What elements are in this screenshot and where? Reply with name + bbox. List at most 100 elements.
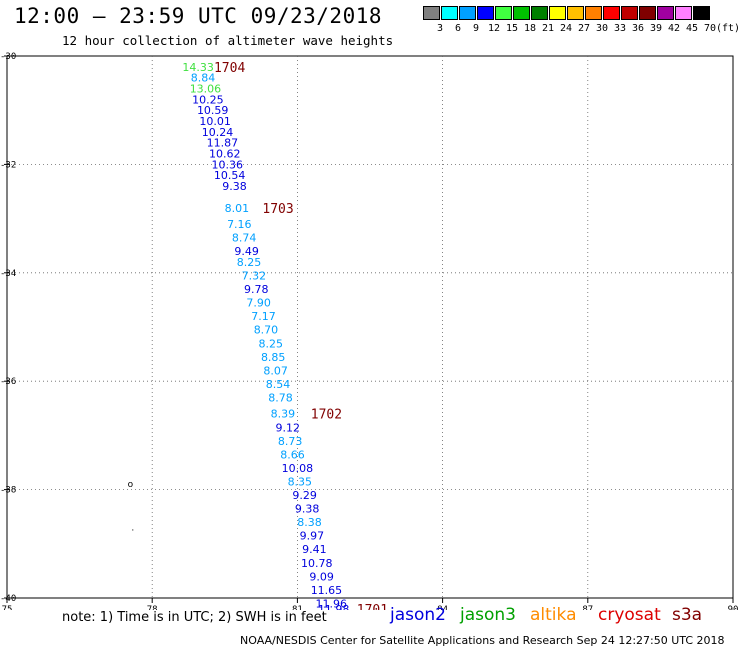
legend-swatch-label: 21 [541,23,555,34]
land-marker: o [128,480,134,490]
pass-number-label: 1702 [311,408,342,423]
legend-swatch [693,6,710,20]
footer-note: note: 1) Time is in UTC; 2) SWH is in fe… [62,610,327,625]
wave-height-point: 9.78 [244,283,269,296]
wave-height-point: 8.07 [263,364,288,377]
y-tick-label: -36 [0,377,16,387]
wave-height-point: 10.54 [214,169,246,182]
wave-height-point: 10.24 [202,126,234,139]
y-tick-label: -32 [0,160,16,170]
wave-height-point: 10.36 [211,158,243,171]
legend-swatch-label: 24 [559,23,573,34]
legend-swatch-label: 39 [649,23,663,34]
legend-swatch [603,6,620,20]
wave-height-point: 8.84 [191,72,216,85]
legend-swatch [657,6,674,20]
wave-height-point: 10.08 [282,462,314,475]
legend-swatch [675,6,692,20]
wave-height-point: 11.98 [318,603,350,610]
wave-height-point: 8.70 [254,324,279,337]
wave-height-point: 7.90 [246,297,271,310]
wave-height-point: 8.25 [237,256,262,269]
wave-height-point: 10.78 [301,557,333,570]
wave-height-point: 8.73 [278,435,303,448]
legend-swatch [459,6,476,20]
legend-swatch [495,6,512,20]
wave-height-point: 8.01 [225,202,250,215]
wave-height-point: 10.59 [197,104,229,117]
legend-swatch-label: 30 [595,23,609,34]
wave-height-point: 11.87 [207,137,239,150]
satellite-label-s3a: s3a [672,605,703,625]
wave-height-point: 7.17 [251,310,276,323]
legend-swatch [531,6,548,20]
satellite-label-jason3: jason3 [460,605,516,625]
wave-height-point: 9.09 [309,570,334,583]
wave-height-point: 9.49 [234,245,259,258]
wave-height-point: 8.78 [268,391,293,404]
y-tick-label: -30 [0,52,16,62]
wave-height-point: 10.62 [209,148,241,161]
wave-height-point: 9.41 [302,543,327,556]
x-tick-label: 90 [728,605,739,610]
chart-subtitle: 12 hour collection of altimeter wave hei… [62,33,394,48]
satellite-label-altika: altika [530,605,577,625]
wave-height-point: 9.12 [275,421,300,434]
satellite-label-cryosat: cryosat [598,605,661,625]
x-tick-label: 78 [147,605,158,610]
satellite-label-jason2: jason2 [390,605,446,625]
x-tick-label: 81 [292,605,303,610]
legend-swatch-label: 70 [703,23,717,34]
pass-number-label: 1701 [357,603,388,610]
footer-credit: NOAA/NESDIS Center for Satellite Applica… [240,634,725,647]
chart-title: 12:00 – 23:59 UTC 09/23/2018 [14,4,383,28]
legend-swatch [423,6,440,20]
wave-height-point: 10.01 [199,115,231,128]
wave-height-point: 14.33 [182,61,214,74]
pass-number-label: 1703 [262,202,293,217]
wave-height-point: 8.74 [232,232,257,245]
legend-swatch-label: 45 [685,23,699,34]
legend-swatch-label: 6 [454,23,462,34]
x-tick-label: 75 [2,605,13,610]
legend-swatch [549,6,566,20]
wave-height-point: 8.66 [280,448,305,461]
legend-swatch-label: 42 [667,23,681,34]
wave-height-point: 8.54 [266,378,291,391]
x-tick-label: 84 [437,605,448,610]
wave-height-point: 8.39 [271,408,296,421]
legend-swatch [513,6,530,20]
wave-height-point: 8.35 [288,475,313,488]
legend-swatch [639,6,656,20]
wave-height-point: 9.38 [222,180,247,193]
legend-swatch [621,6,638,20]
wave-height-point: 8.25 [259,337,284,350]
legend-swatch-label: 36 [631,23,645,34]
y-tick-label: -40 [0,594,16,604]
wave-height-point: 9.29 [292,489,317,502]
legend-swatch [441,6,458,20]
wave-height-point: 11.96 [316,597,348,610]
legend-swatch [585,6,602,20]
legend-swatch-label: 15 [505,23,519,34]
legend-swatch-label: 18 [523,23,537,34]
legend-unit: (ft) [716,23,740,34]
legend-swatch-label: 9 [472,23,480,34]
legend-swatch-label: 27 [577,23,591,34]
wave-height-point: 10.25 [192,93,224,106]
x-tick-label: 87 [582,605,593,610]
wave-height-point: 11.65 [311,584,343,597]
plot-area: 75 78 81 84 87 90-30-32-34-36-38-4014.338.841… [0,52,739,610]
y-tick-label: -34 [0,269,16,279]
legend-swatch-label: 33 [613,23,627,34]
wave-height-point: 8.38 [297,516,322,529]
y-tick-label: -38 [0,486,16,496]
legend-swatch [477,6,494,20]
wave-height-point: 9.97 [300,530,325,543]
wave-height-point: 9.38 [295,503,320,516]
pass-number-label: 1704 [214,61,245,76]
wave-height-point: 7.16 [227,218,252,231]
legend-swatch-label: 12 [487,23,501,34]
wave-height-point: 8.85 [261,351,286,364]
wave-height-point: 13.06 [190,83,222,96]
